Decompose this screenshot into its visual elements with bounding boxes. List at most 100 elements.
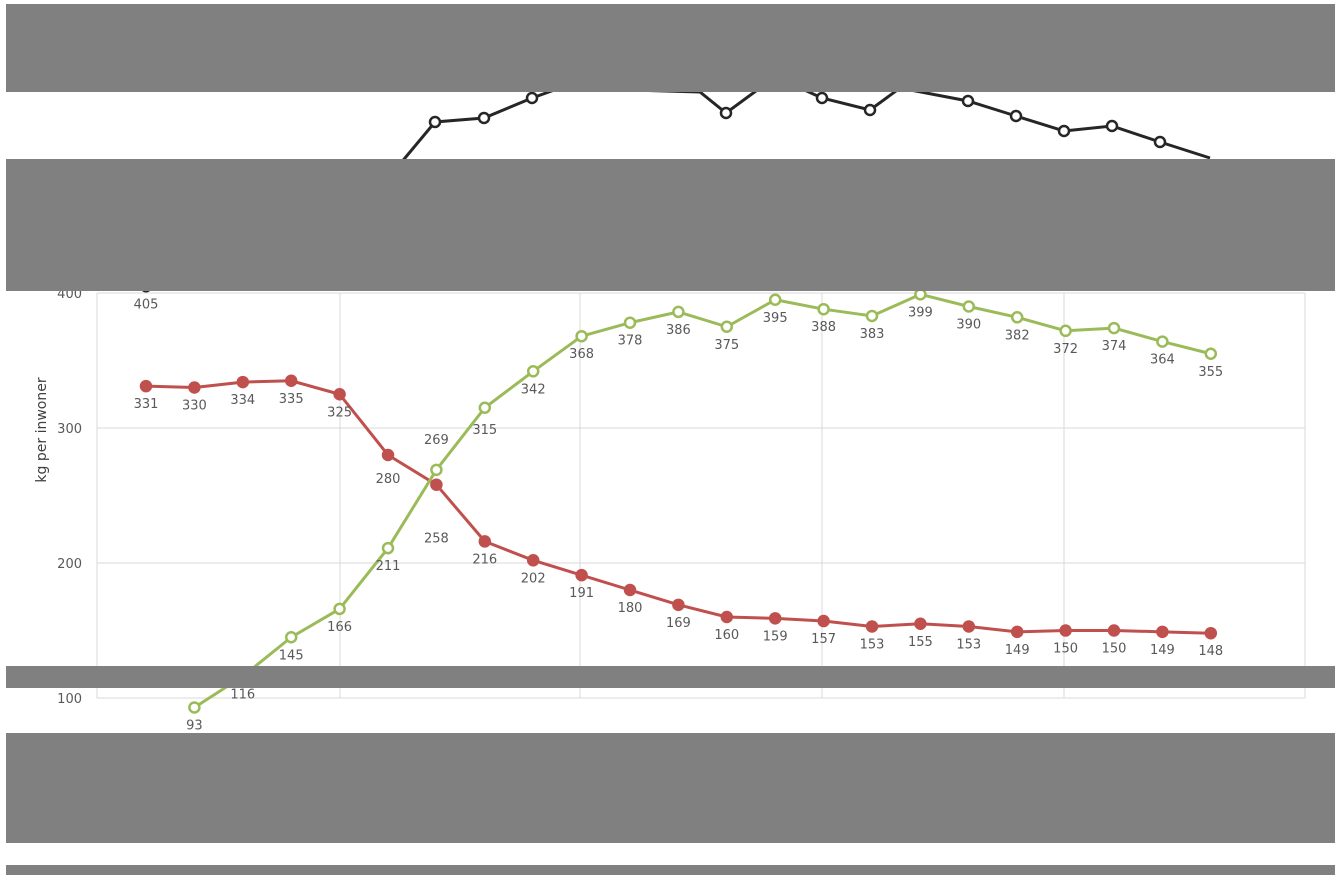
data-label: 202 [521, 571, 546, 586]
data-label: 383 [860, 327, 885, 342]
data-label: 153 [860, 637, 885, 652]
series [139, 280, 1218, 714]
series-marker [430, 463, 443, 477]
series-marker [1156, 625, 1169, 639]
series-line [145, 379, 1211, 635]
top-series-marker [815, 91, 829, 105]
series-marker [1010, 625, 1024, 639]
series-marker [623, 583, 637, 597]
redaction-bar [6, 666, 1335, 688]
top-series-fragment [393, 86, 1211, 171]
y-axis-title: kg per inwoner [34, 377, 50, 482]
redaction-bar [6, 865, 1335, 875]
series-0 [139, 374, 1218, 640]
data-label: 149 [1150, 643, 1175, 658]
series-marker [962, 300, 976, 313]
series-marker [623, 316, 637, 329]
y-tick-label: 200 [57, 557, 82, 572]
top-series-marker [719, 106, 733, 120]
y-tick-label: 300 [57, 422, 82, 437]
data-label: 375 [714, 338, 739, 353]
top-series-marker [863, 103, 877, 117]
series-marker [865, 309, 879, 323]
data-label: 269 [424, 433, 449, 448]
series-marker [1204, 626, 1218, 640]
data-label: 395 [763, 311, 788, 326]
series-marker [381, 448, 395, 462]
data-label: 150 [1102, 642, 1127, 657]
data-label: 388 [811, 320, 836, 335]
data-label: 331 [134, 397, 159, 412]
series-marker [720, 320, 734, 333]
data-label: 372 [1053, 342, 1078, 357]
data-label: 378 [618, 334, 643, 349]
series-marker [188, 701, 201, 714]
series-marker [236, 375, 250, 389]
series-marker [526, 554, 540, 567]
data-label: 116 [230, 687, 255, 702]
series-marker [478, 401, 492, 414]
data-label: 166 [327, 620, 352, 635]
data-label: 382 [1005, 328, 1030, 343]
redaction-bar [6, 4, 1335, 92]
data-labels: 331 330 334 335 325 280 258 216 202 191 180 169 160 1… [134, 297, 1224, 733]
top-series-marker [1105, 119, 1119, 133]
data-label: 169 [666, 616, 691, 631]
data-label: 216 [472, 552, 497, 567]
redaction-bar [6, 733, 1335, 843]
y-tick-label: 100 [57, 692, 82, 707]
series-marker [1010, 311, 1024, 324]
series-marker [430, 478, 443, 491]
data-label: 153 [956, 637, 981, 652]
series-marker [1156, 335, 1169, 348]
top-series-marker [1153, 135, 1167, 149]
data-label: 368 [569, 347, 594, 362]
redaction-bar [6, 159, 1335, 291]
data-label: 155 [908, 635, 933, 650]
data-label: 355 [1198, 365, 1223, 380]
grid [96, 292, 1306, 699]
data-label: 386 [666, 323, 691, 338]
series-marker [1059, 324, 1072, 338]
data-label: 315 [472, 423, 497, 438]
data-label: 280 [376, 472, 401, 487]
series-marker [381, 541, 395, 555]
series-marker [865, 620, 879, 633]
data-label: 191 [569, 586, 594, 601]
series-marker [672, 598, 685, 612]
data-label: 390 [956, 318, 981, 333]
data-label: 148 [1198, 644, 1223, 659]
data-label: 211 [376, 559, 401, 574]
series-marker [478, 535, 492, 548]
data-label: 364 [1150, 353, 1175, 368]
data-label: 93 [186, 718, 203, 733]
top-series-fragment-line [393, 86, 1211, 171]
series-marker [333, 388, 346, 401]
redaction-bars [6, 4, 1335, 875]
data-label: 335 [279, 392, 304, 407]
top-series-marker [428, 115, 442, 129]
series-marker [1107, 321, 1121, 335]
series-marker [768, 612, 782, 625]
series-line [193, 292, 1212, 709]
data-label: 258 [424, 532, 449, 547]
series-marker [284, 631, 298, 644]
data-label: 149 [1005, 643, 1030, 658]
data-label: 330 [182, 399, 207, 414]
series-marker [962, 620, 976, 633]
top-series-marker [525, 91, 539, 105]
top-series-marker [1009, 109, 1023, 123]
series-marker [526, 365, 540, 378]
data-label: 374 [1102, 339, 1127, 354]
data-label: 405 [134, 297, 159, 312]
data-label: 399 [908, 305, 933, 320]
series-marker [284, 374, 298, 387]
series-marker [768, 293, 782, 306]
top-series-marker [961, 94, 975, 108]
data-label: 157 [811, 632, 836, 647]
series-marker [139, 379, 153, 393]
data-label: 334 [230, 393, 255, 408]
